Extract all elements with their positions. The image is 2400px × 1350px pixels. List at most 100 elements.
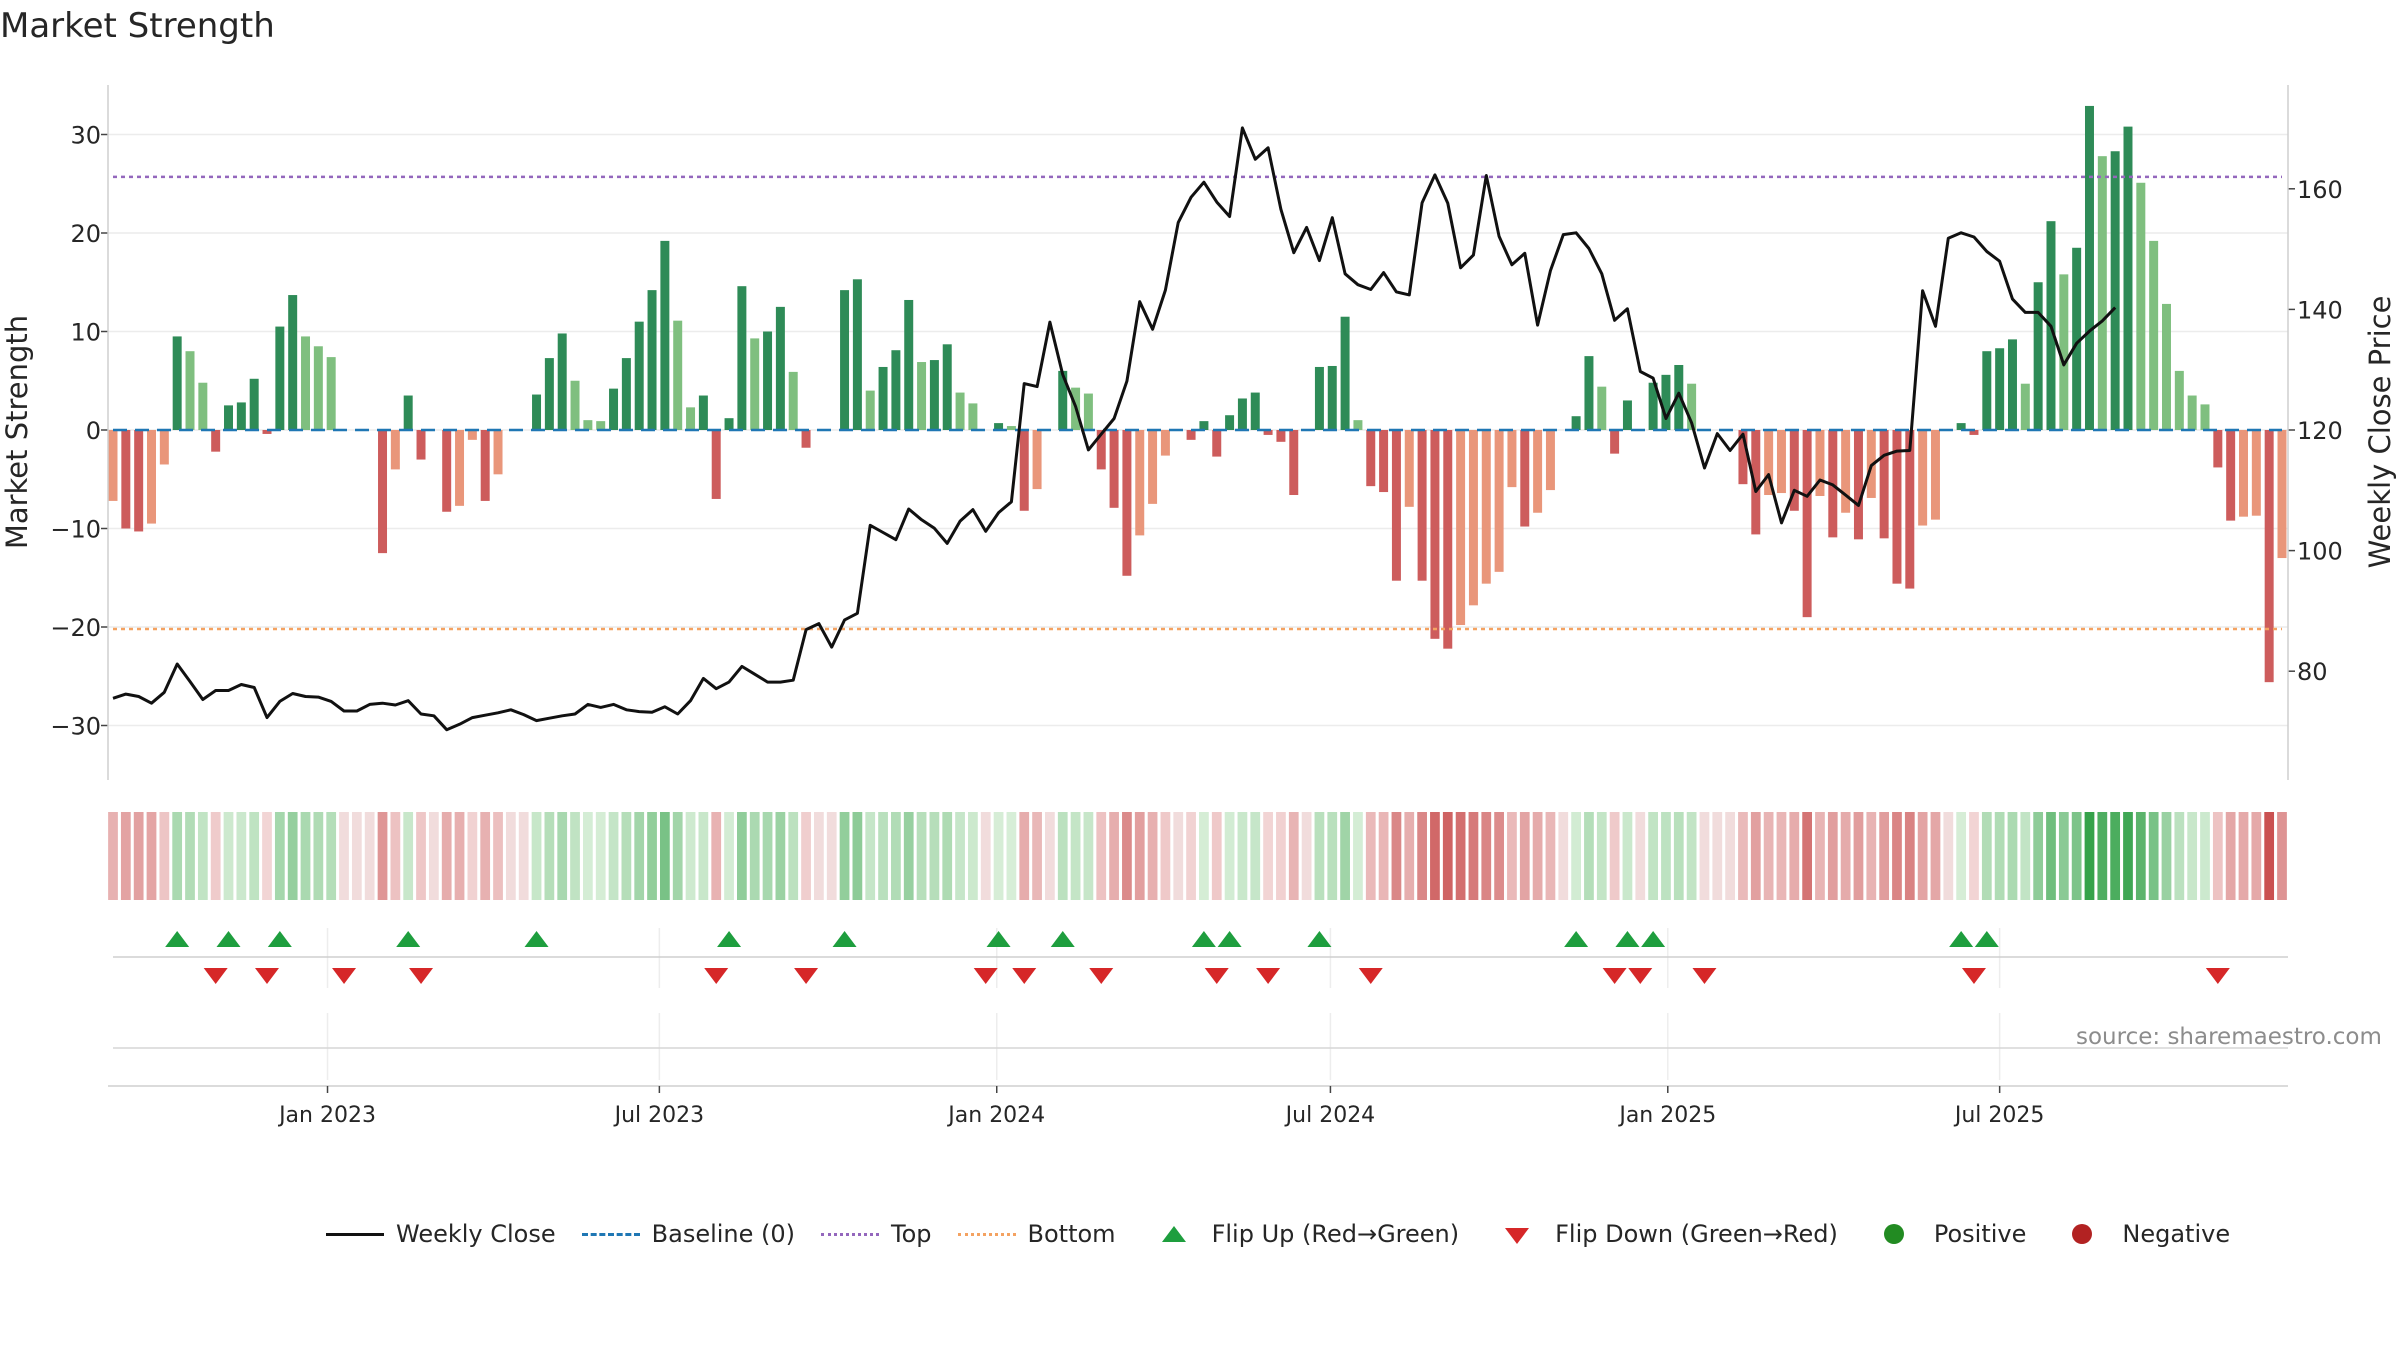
strength-bar [1853,430,1863,540]
flip-up-marker [165,931,190,947]
strength-bar [1789,430,1799,511]
flip-markers [113,931,2288,1049]
strength-bar [2084,105,2094,430]
strength-bar [2097,156,2107,431]
close-price-line [112,126,2117,732]
heat-cell [1032,812,1042,900]
heat-cell [133,812,144,900]
legend-item-flip-up: Flip Up (Red→Green) [1138,1220,1459,1248]
strength-bar [2187,395,2197,430]
strength-bar [1443,430,1453,649]
strength-bar [1006,426,1016,430]
heat-cell [1981,812,1992,900]
heat-cell [1250,812,1261,900]
strength-bar [262,430,272,434]
heat-cell [2033,812,2044,900]
legend-item-positive: Positive [1860,1220,2026,1248]
heat-cell [1789,812,1800,900]
y-tick-label: 0 [86,417,101,445]
flip-up-marker [1191,931,1216,947]
heat-cell [1635,812,1646,900]
strength-bars [108,105,2287,683]
heat-cell [197,812,208,900]
strength-bar [1186,430,1196,440]
strength-bar [2149,240,2159,430]
strength-bar [2136,182,2146,430]
strength-bar [236,402,246,430]
heat-cell [1224,812,1235,900]
legend-label-close: Weekly Close [396,1220,556,1248]
heat-cell [1827,812,1838,900]
legend-item-bottom: Bottom [954,1220,1116,1248]
strength-bar [2110,151,2120,430]
heat-cell [557,812,568,900]
heat-cell [326,812,337,900]
heat-cell [2148,812,2159,900]
strength-bar [2251,430,2261,516]
heat-cell [1122,812,1132,900]
strength-bar [121,430,131,529]
strength-bar [1545,430,1555,491]
strength-bar [2020,383,2030,430]
legend: Weekly Close Baseline (0) Top Bottom Fli… [322,1214,2252,1254]
heat-cell [724,812,734,900]
heat-cell [698,812,709,900]
heat-cell [1712,812,1723,900]
strength-bar [1481,430,1491,584]
strength-bar [1841,430,1851,513]
y-tick-label: −30 [50,713,101,741]
strength-bar [724,418,734,430]
strength-bar [711,430,721,499]
strength-bar [1507,430,1517,488]
heat-cell [159,812,170,900]
heat-cell [1519,812,1530,900]
heat-cell [929,812,940,900]
flip-up-marker [216,931,241,947]
heat-cell [2058,812,2069,900]
y-axis-title: Market Strength [0,315,34,549]
strength-bar [134,430,144,532]
strength-bar [1918,430,1928,526]
heat-cell [390,812,401,900]
strength-bar [2072,247,2082,430]
heat-cell [1442,812,1453,900]
strength-bar [2033,282,2043,430]
heat-cell [942,812,953,900]
strength-bar [621,358,631,430]
heat-cell [1571,812,1581,900]
legend-item-top: Top [817,1220,932,1248]
heat-cell [1853,812,1864,900]
strength-bar [634,321,644,430]
heat-cell [1725,812,1736,900]
strength-bar [2264,430,2274,683]
heat-cell [1661,812,1671,900]
top-line-swatch [817,1220,883,1248]
flip-down-marker [1204,968,1229,984]
flip-down-marker [704,968,729,984]
heat-cell [775,812,786,900]
strength-bar [801,430,811,448]
strength-bar [532,394,542,430]
heat-cell [1494,812,1504,900]
x-tick-label: Jan 2024 [946,1103,1045,1128]
heat-cell [582,812,593,900]
heat-cell [852,812,863,900]
strength-bar [1764,430,1774,496]
strength-bar [442,430,452,512]
strength-bar [1648,382,1658,430]
strength-bar [609,388,619,430]
heat-cell [454,812,465,900]
x-tick-label: Jan 2023 [277,1103,376,1128]
y-tick-label: −20 [50,614,101,642]
flip-down-marker [409,968,434,984]
strength-bar [1571,416,1581,430]
strength-bar [211,430,221,452]
heat-cell [1468,812,1479,900]
heat-strip [108,812,2287,900]
strength-bar [1982,351,1992,430]
strength-bar [378,430,388,554]
x-tick-label: Jan 2025 [1617,1103,1716,1128]
heat-cell [1109,812,1119,900]
legend-item-close: Weekly Close [322,1220,556,1248]
strength-bar [1327,365,1337,430]
